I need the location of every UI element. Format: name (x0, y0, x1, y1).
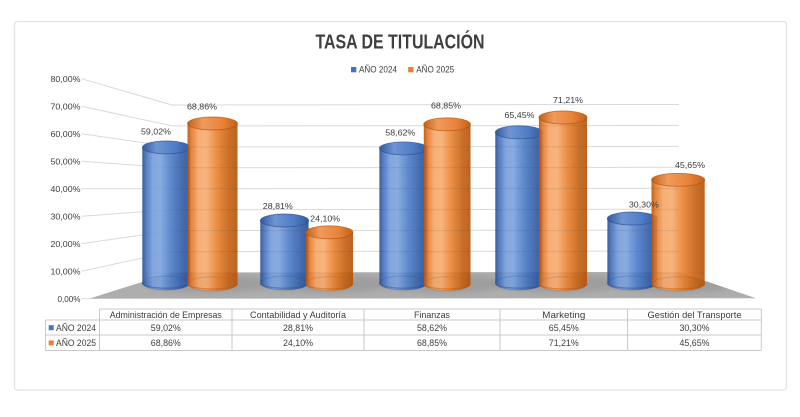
svg-text:0,00%: 0,00% (58, 294, 81, 304)
svg-text:AÑO 2024: AÑO 2024 (56, 323, 96, 334)
svg-text:24,10%: 24,10% (283, 338, 314, 349)
svg-text:24,10%: 24,10% (310, 214, 340, 224)
svg-text:40,00%: 40,00% (51, 184, 81, 194)
svg-text:68,85%: 68,85% (431, 100, 461, 110)
svg-text:68,85%: 68,85% (417, 338, 448, 349)
svg-text:10,00%: 10,00% (51, 266, 81, 276)
svg-text:20,00%: 20,00% (51, 239, 81, 249)
svg-text:50,00%: 50,00% (51, 156, 81, 166)
svg-text:Contabilidad y Auditoría: Contabilidad y Auditoría (250, 310, 347, 321)
svg-text:71,21%: 71,21% (553, 95, 583, 105)
svg-text:Administración de Empresas: Administración de Empresas (110, 310, 222, 321)
svg-text:28,81%: 28,81% (283, 323, 314, 334)
svg-text:59,02%: 59,02% (151, 323, 182, 334)
svg-text:59,02%: 59,02% (141, 127, 171, 137)
svg-text:58,62%: 58,62% (385, 128, 415, 138)
svg-text:TASA DE TITULACIÓN: TASA DE TITULACIÓN (316, 30, 485, 54)
svg-text:Marketing: Marketing (542, 310, 585, 321)
svg-text:68,86%: 68,86% (151, 338, 182, 349)
svg-text:30,30%: 30,30% (629, 199, 659, 209)
svg-text:58,62%: 58,62% (417, 323, 448, 334)
svg-text:30,30%: 30,30% (680, 323, 711, 334)
svg-text:AÑO 2025: AÑO 2025 (56, 338, 96, 349)
svg-text:28,81%: 28,81% (263, 201, 293, 211)
svg-text:Finanzas: Finanzas (414, 310, 450, 321)
svg-text:45,65%: 45,65% (675, 160, 705, 170)
svg-text:45,65%: 45,65% (680, 338, 711, 349)
svg-text:AÑO 2025: AÑO 2025 (416, 65, 454, 75)
svg-text:30,00%: 30,00% (51, 211, 81, 221)
svg-text:60,00%: 60,00% (51, 129, 81, 139)
svg-text:65,45%: 65,45% (549, 323, 580, 334)
svg-text:65,45%: 65,45% (505, 110, 535, 120)
svg-text:AÑO 2024: AÑO 2024 (359, 65, 397, 75)
svg-text:70,00%: 70,00% (51, 101, 81, 111)
svg-text:Gestión del Transporte: Gestión del Transporte (648, 310, 742, 321)
svg-text:71,21%: 71,21% (549, 338, 580, 349)
svg-text:80,00%: 80,00% (51, 74, 81, 84)
svg-text:68,86%: 68,86% (187, 102, 217, 112)
